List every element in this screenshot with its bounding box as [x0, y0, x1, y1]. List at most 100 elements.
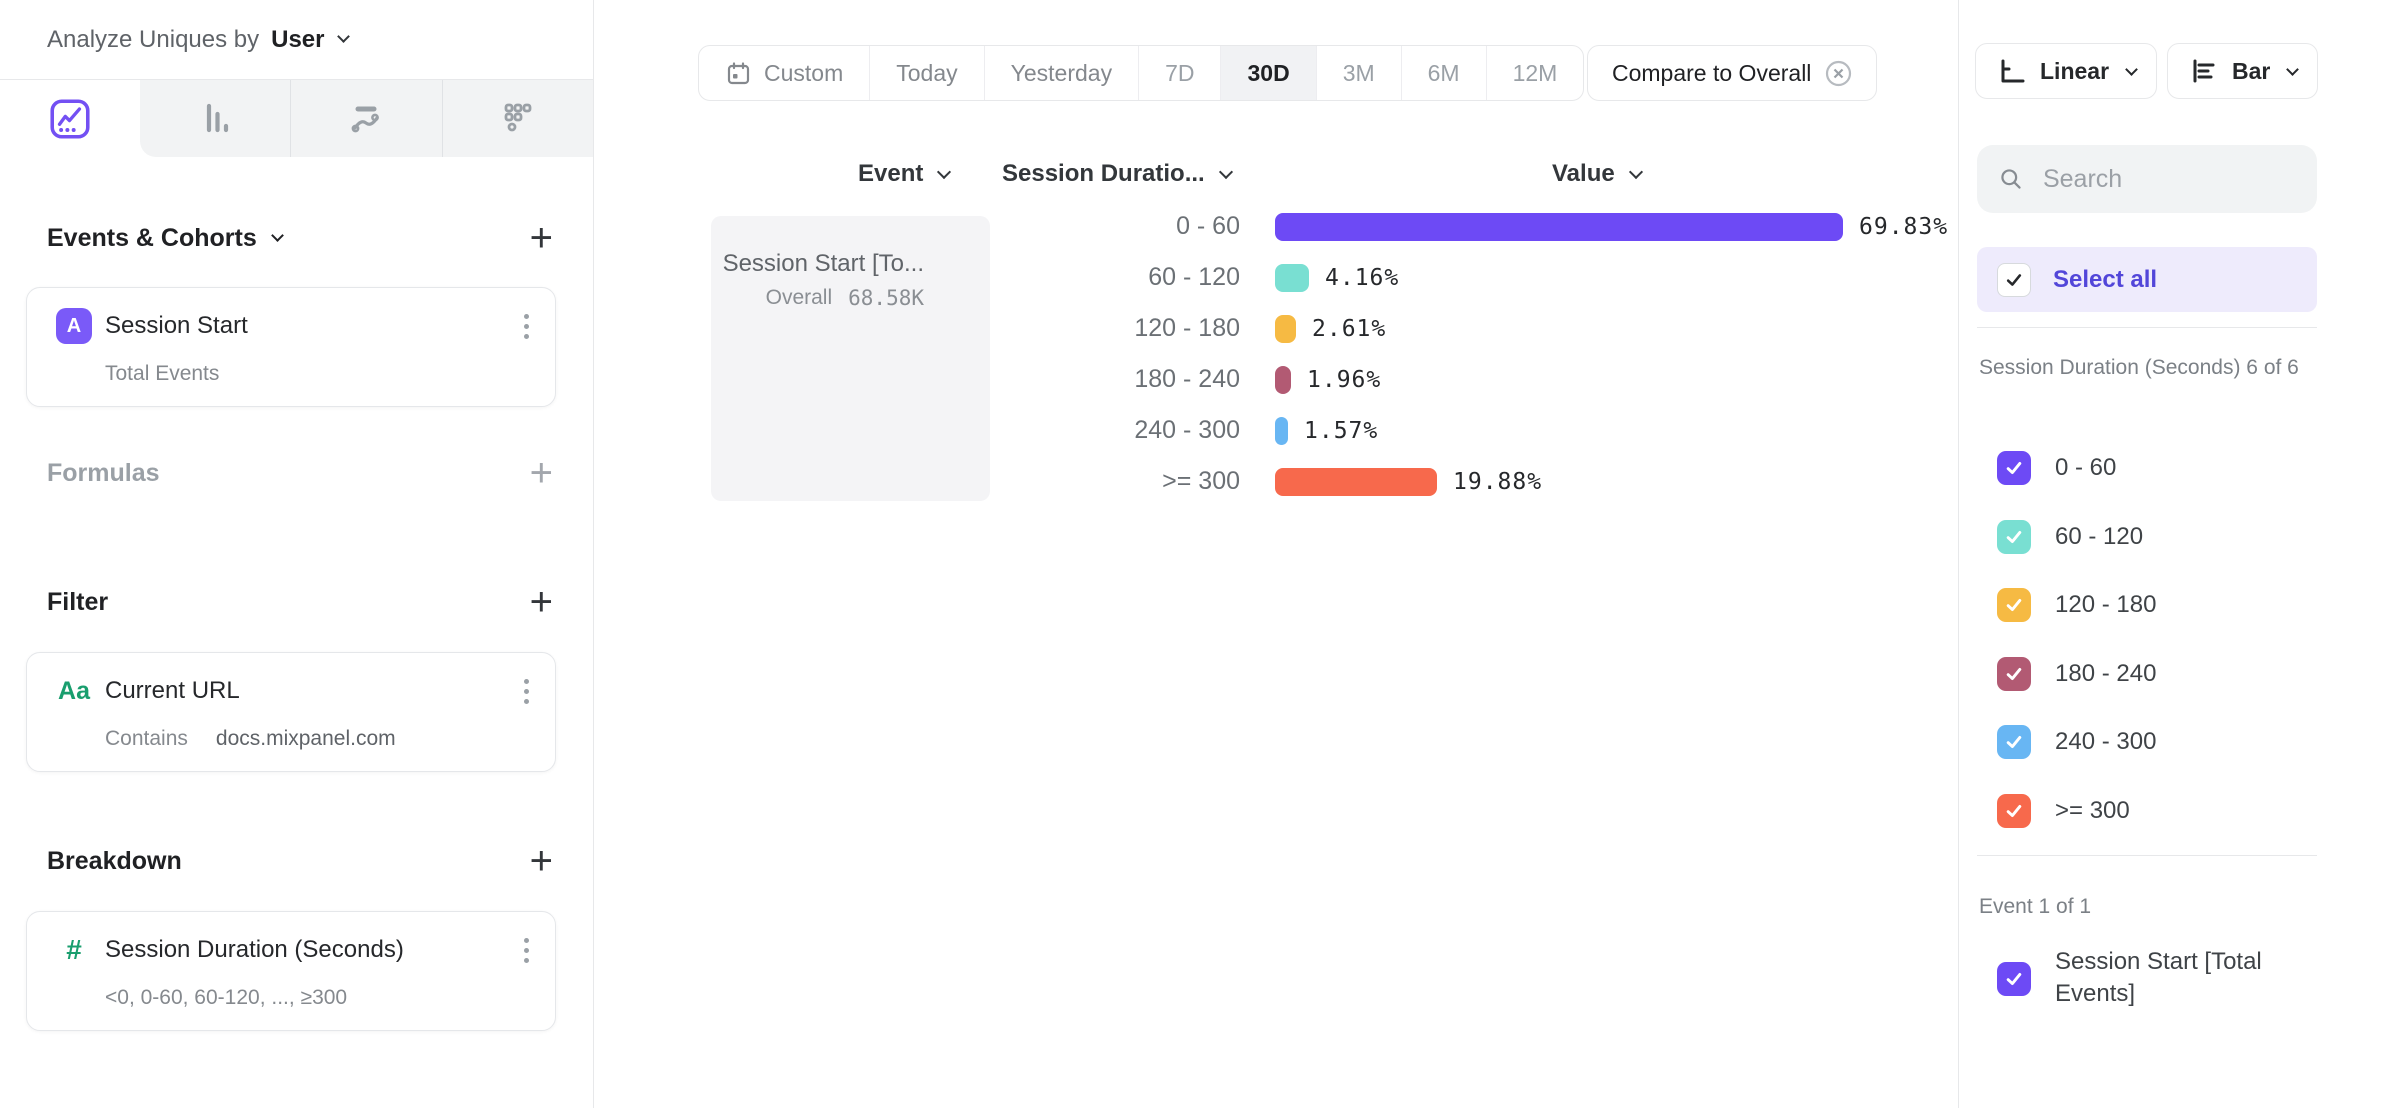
date-segment-custom[interactable]: Custom [699, 46, 869, 100]
horizontal-bars-icon [2193, 59, 2215, 83]
compare-to-overall-pill[interactable]: Compare to Overall [1587, 45, 1878, 101]
bar-segment[interactable] [1275, 263, 1309, 292]
bar-category-label: 180 - 240 [1134, 365, 1240, 393]
value-column-header[interactable]: Value [1552, 156, 1643, 192]
breakdown-column-header[interactable]: Session Duratio... [1002, 156, 1233, 192]
chevron-down-icon [270, 228, 284, 242]
string-property-icon: Aa [58, 676, 90, 705]
date-segment-label: 3M [1342, 59, 1375, 86]
breakdown-property-name[interactable]: Session Duration (Seconds) [105, 936, 404, 963]
legend-item-label: 120 - 180 [2055, 591, 2157, 618]
date-segment-30d[interactable]: 30D [1220, 46, 1316, 100]
legend-checkbox[interactable] [1997, 520, 2031, 554]
bar-segment[interactable] [1275, 212, 1843, 241]
bar-value-label: 19.88% [1453, 468, 1543, 495]
axis-scale-icon [2001, 59, 2025, 83]
legend-checkbox[interactable] [1997, 725, 2031, 759]
bar-segment[interactable] [1275, 314, 1296, 343]
tab-flows[interactable] [290, 80, 441, 157]
date-segment-label: Today [896, 59, 958, 86]
overall-label: Overall [765, 286, 833, 309]
search-input[interactable] [2040, 163, 2295, 195]
chevron-down-icon[interactable] [336, 30, 350, 43]
bar-segment[interactable] [1275, 467, 1437, 496]
scale-dropdown-button[interactable]: Linear [1975, 43, 2158, 99]
legend-checkbox[interactable] [1997, 657, 2031, 691]
formulas-title: Formulas [47, 458, 160, 487]
analyze-value-dropdown[interactable]: User [271, 25, 325, 53]
legend-event-item[interactable]: Session Start [Total Events] [1977, 946, 2317, 1010]
legend-checkbox[interactable] [1997, 451, 2031, 485]
bar-value-label: 2.61% [1312, 315, 1387, 342]
filter-operator[interactable]: Contains [105, 727, 188, 750]
filter-property-name[interactable]: Current URL [105, 677, 240, 704]
date-segment-12m[interactable]: 12M [1485, 46, 1584, 100]
filter-card-current-url[interactable]: Aa Current URL Contains docs.mixpanel.co… [26, 652, 556, 772]
legend-checkbox[interactable] [1997, 794, 2031, 828]
legend-item[interactable]: 180 - 240 [1977, 654, 2317, 694]
date-segment-yesterday[interactable]: Yesterday [983, 46, 1138, 100]
legend-item[interactable]: 60 - 120 [1977, 517, 2317, 557]
breakdown-card-session-duration[interactable]: # Session Duration (Seconds) <0, 0-60, 6… [26, 911, 556, 1031]
chart-type-dropdown-button[interactable]: Bar [2167, 43, 2319, 99]
bar-segment[interactable] [1275, 416, 1288, 445]
breakdown-section-header: Breakdown + [47, 837, 553, 885]
kebab-menu-icon[interactable] [520, 310, 533, 343]
tab-insights[interactable] [0, 80, 140, 157]
line-chart-icon [50, 98, 90, 139]
date-segment-6m[interactable]: 6M [1400, 46, 1486, 100]
legend-item[interactable]: 240 - 300 [1977, 722, 2317, 762]
analyze-label: Analyze Uniques by [47, 25, 260, 53]
date-segment-3m[interactable]: 3M [1315, 46, 1401, 100]
events-cohorts-title[interactable]: Events & Cohorts [47, 224, 284, 253]
unselected-tabs-group [140, 80, 593, 157]
bar-row: 60 - 120 4.16% [1000, 252, 1950, 303]
add-filter-button[interactable]: + [529, 580, 553, 624]
date-segment-label: 30D [1247, 59, 1290, 86]
date-segment-today[interactable]: Today [869, 46, 983, 100]
select-all-checkbox[interactable] [1997, 262, 2031, 297]
legend-item-label: >= 300 [2055, 797, 2130, 824]
event-card-session-start[interactable]: A Session Start Total Events [26, 287, 556, 407]
add-breakdown-button[interactable]: + [529, 839, 553, 883]
event-name[interactable]: Session Start [105, 312, 248, 339]
bar-row: 240 - 300 1.57% [1000, 405, 1950, 456]
bar-row: 180 - 240 1.96% [1000, 354, 1950, 405]
bar-row: 0 - 60 69.83% [1000, 201, 1950, 252]
event-aggregation[interactable]: Total Events [105, 362, 220, 385]
report-main-area: Custom Today Yesterday 7D 30D 3M 6M 12M Compare… [594, 0, 1958, 1108]
report-type-tabs [0, 80, 593, 157]
bar-category-label: 0 - 60 [1176, 212, 1240, 240]
legend-item[interactable]: 0 - 60 [1977, 448, 2317, 488]
breakdown-buckets[interactable]: <0, 0-60, 60-120, ..., ≥300 [105, 986, 348, 1009]
legend-item[interactable]: >= 300 [1977, 791, 2317, 831]
remove-compare-icon[interactable] [1825, 60, 1852, 87]
event-column-header[interactable]: Event [858, 156, 952, 192]
query-builder-sidebar: Analyze Uniques by User [0, 0, 594, 1108]
breakdown-title: Breakdown [47, 846, 182, 875]
bar-category-label: 60 - 120 [1148, 263, 1240, 291]
date-segment-label: Custom [764, 59, 844, 86]
add-event-button[interactable]: + [529, 216, 553, 260]
tab-retention[interactable] [441, 80, 593, 157]
bar-value-label: 4.16% [1325, 264, 1400, 291]
breakdown-group-label: Session Duration (Seconds) 6 of 6 [1979, 356, 2299, 379]
event-row-cell[interactable]: Session Start [To... Overall 68.58K [711, 216, 990, 501]
date-segment-7d[interactable]: 7D [1138, 46, 1220, 100]
date-segment-label: 7D [1165, 59, 1195, 86]
legend-filter-rail: Linear Bar Select all [1958, 0, 2398, 1108]
filter-value[interactable]: docs.mixpanel.com [215, 727, 396, 750]
tab-bar-report[interactable] [140, 80, 290, 157]
event-checkbox[interactable] [1997, 962, 2031, 996]
legend-item[interactable]: 120 - 180 [1977, 585, 2317, 625]
date-range-segmented-control: Custom Today Yesterday 7D 30D 3M 6M 12M [698, 45, 1585, 101]
kebab-menu-icon[interactable] [520, 934, 533, 967]
kebab-menu-icon[interactable] [520, 675, 533, 708]
bar-chart-icon [207, 103, 229, 132]
add-formula-button[interactable]: + [529, 451, 553, 495]
legend-checkbox[interactable] [1997, 588, 2031, 622]
formulas-section-header: Formulas + [47, 449, 553, 497]
select-all-row[interactable]: Select all [1977, 247, 2317, 312]
bar-segment[interactable] [1275, 365, 1291, 394]
